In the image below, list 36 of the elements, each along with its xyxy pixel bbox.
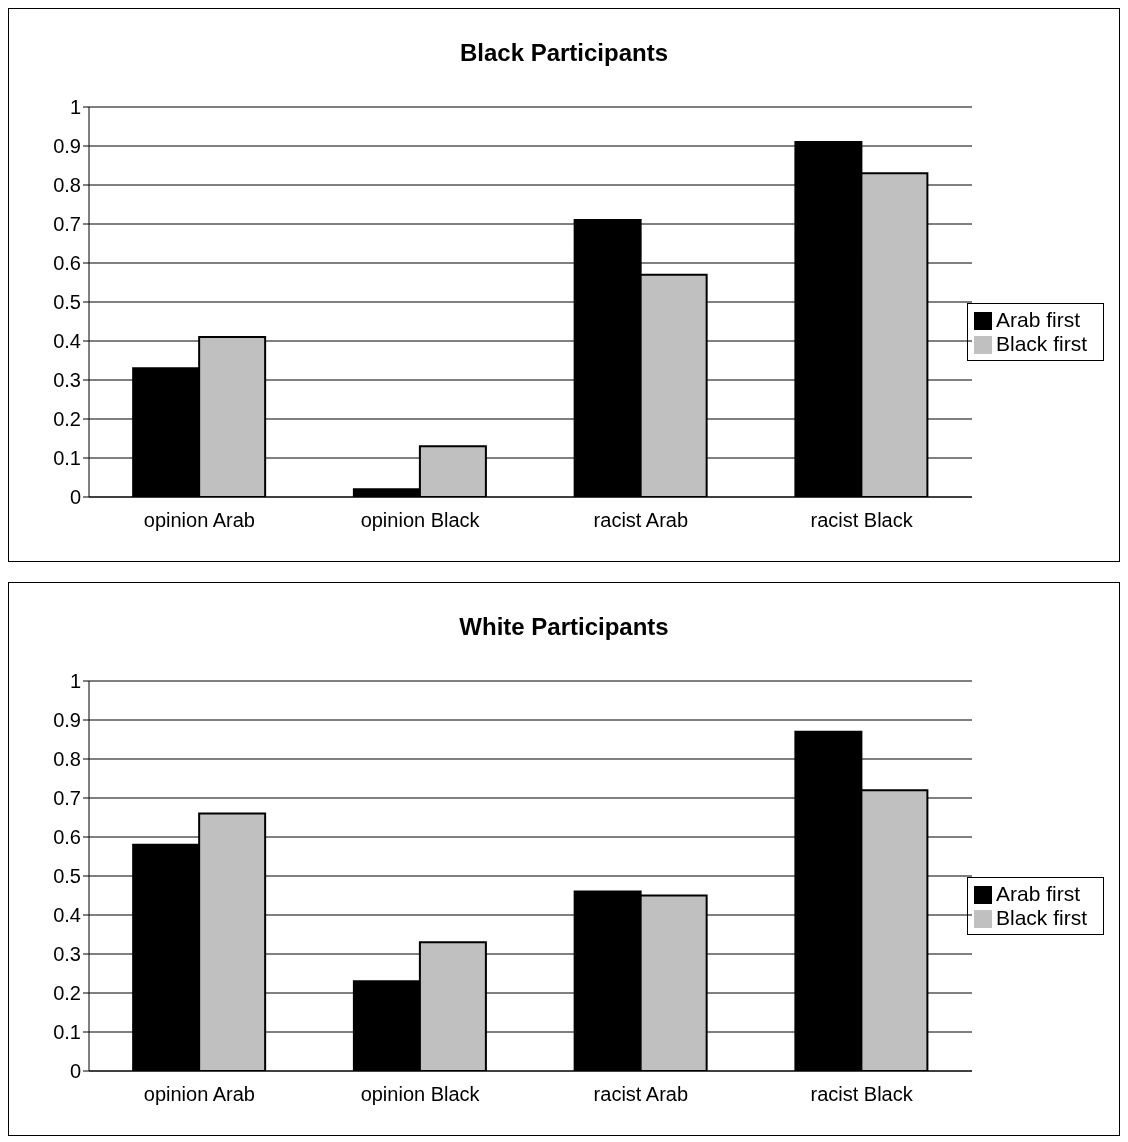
y-tick-label: 0.9 xyxy=(53,135,81,158)
y-tick-label: 0.8 xyxy=(53,174,81,197)
x-tick-label: opinion Arab xyxy=(143,1083,255,1106)
chart-title: Black Participants xyxy=(458,38,670,68)
y-tick-label: 0.6 xyxy=(53,252,81,275)
y-tick-label: 0.1 xyxy=(53,1021,81,1044)
y-tick-label: 0.3 xyxy=(53,369,81,392)
x-tick-label: racist Black xyxy=(810,509,914,532)
y-tick-label: 0.5 xyxy=(53,865,81,888)
x-tick-label: opinion Arab xyxy=(143,509,255,532)
y-tick-label: 0.9 xyxy=(53,709,81,732)
y-tick-label: 0.7 xyxy=(53,787,81,810)
legend-label: Arab first xyxy=(995,882,1081,905)
y-tick-label: 0 xyxy=(69,486,81,509)
y-tick-label: 0 xyxy=(69,1060,81,1083)
y-tick-label: 1 xyxy=(69,670,81,693)
y-tick-label: 0.4 xyxy=(53,904,81,927)
y-tick-label: 0.5 xyxy=(53,291,81,314)
x-tick-label: opinion Black xyxy=(360,509,481,532)
y-tick-label: 0.8 xyxy=(53,748,81,771)
y-tick-label: 0.2 xyxy=(53,982,81,1005)
legend-label: Black first xyxy=(995,906,1087,929)
y-tick-label: 0.1 xyxy=(53,447,81,470)
y-tick-label: 0.7 xyxy=(53,213,81,236)
y-tick-label: 0.2 xyxy=(53,408,81,431)
legend-label: Black first xyxy=(995,332,1087,355)
y-tick-label: 0.4 xyxy=(53,330,81,353)
legend-label: Arab first xyxy=(995,308,1081,331)
y-tick-label: 0.6 xyxy=(53,826,81,849)
y-tick-label: 0.3 xyxy=(53,943,81,966)
x-tick-label: opinion Black xyxy=(360,1083,481,1106)
y-tick-label: 1 xyxy=(69,96,81,119)
x-tick-label: racist Arab xyxy=(593,1083,689,1106)
x-tick-label: racist Arab xyxy=(593,509,689,532)
x-tick-label: racist Black xyxy=(810,1083,914,1106)
chart-title: White Participants xyxy=(458,612,670,642)
